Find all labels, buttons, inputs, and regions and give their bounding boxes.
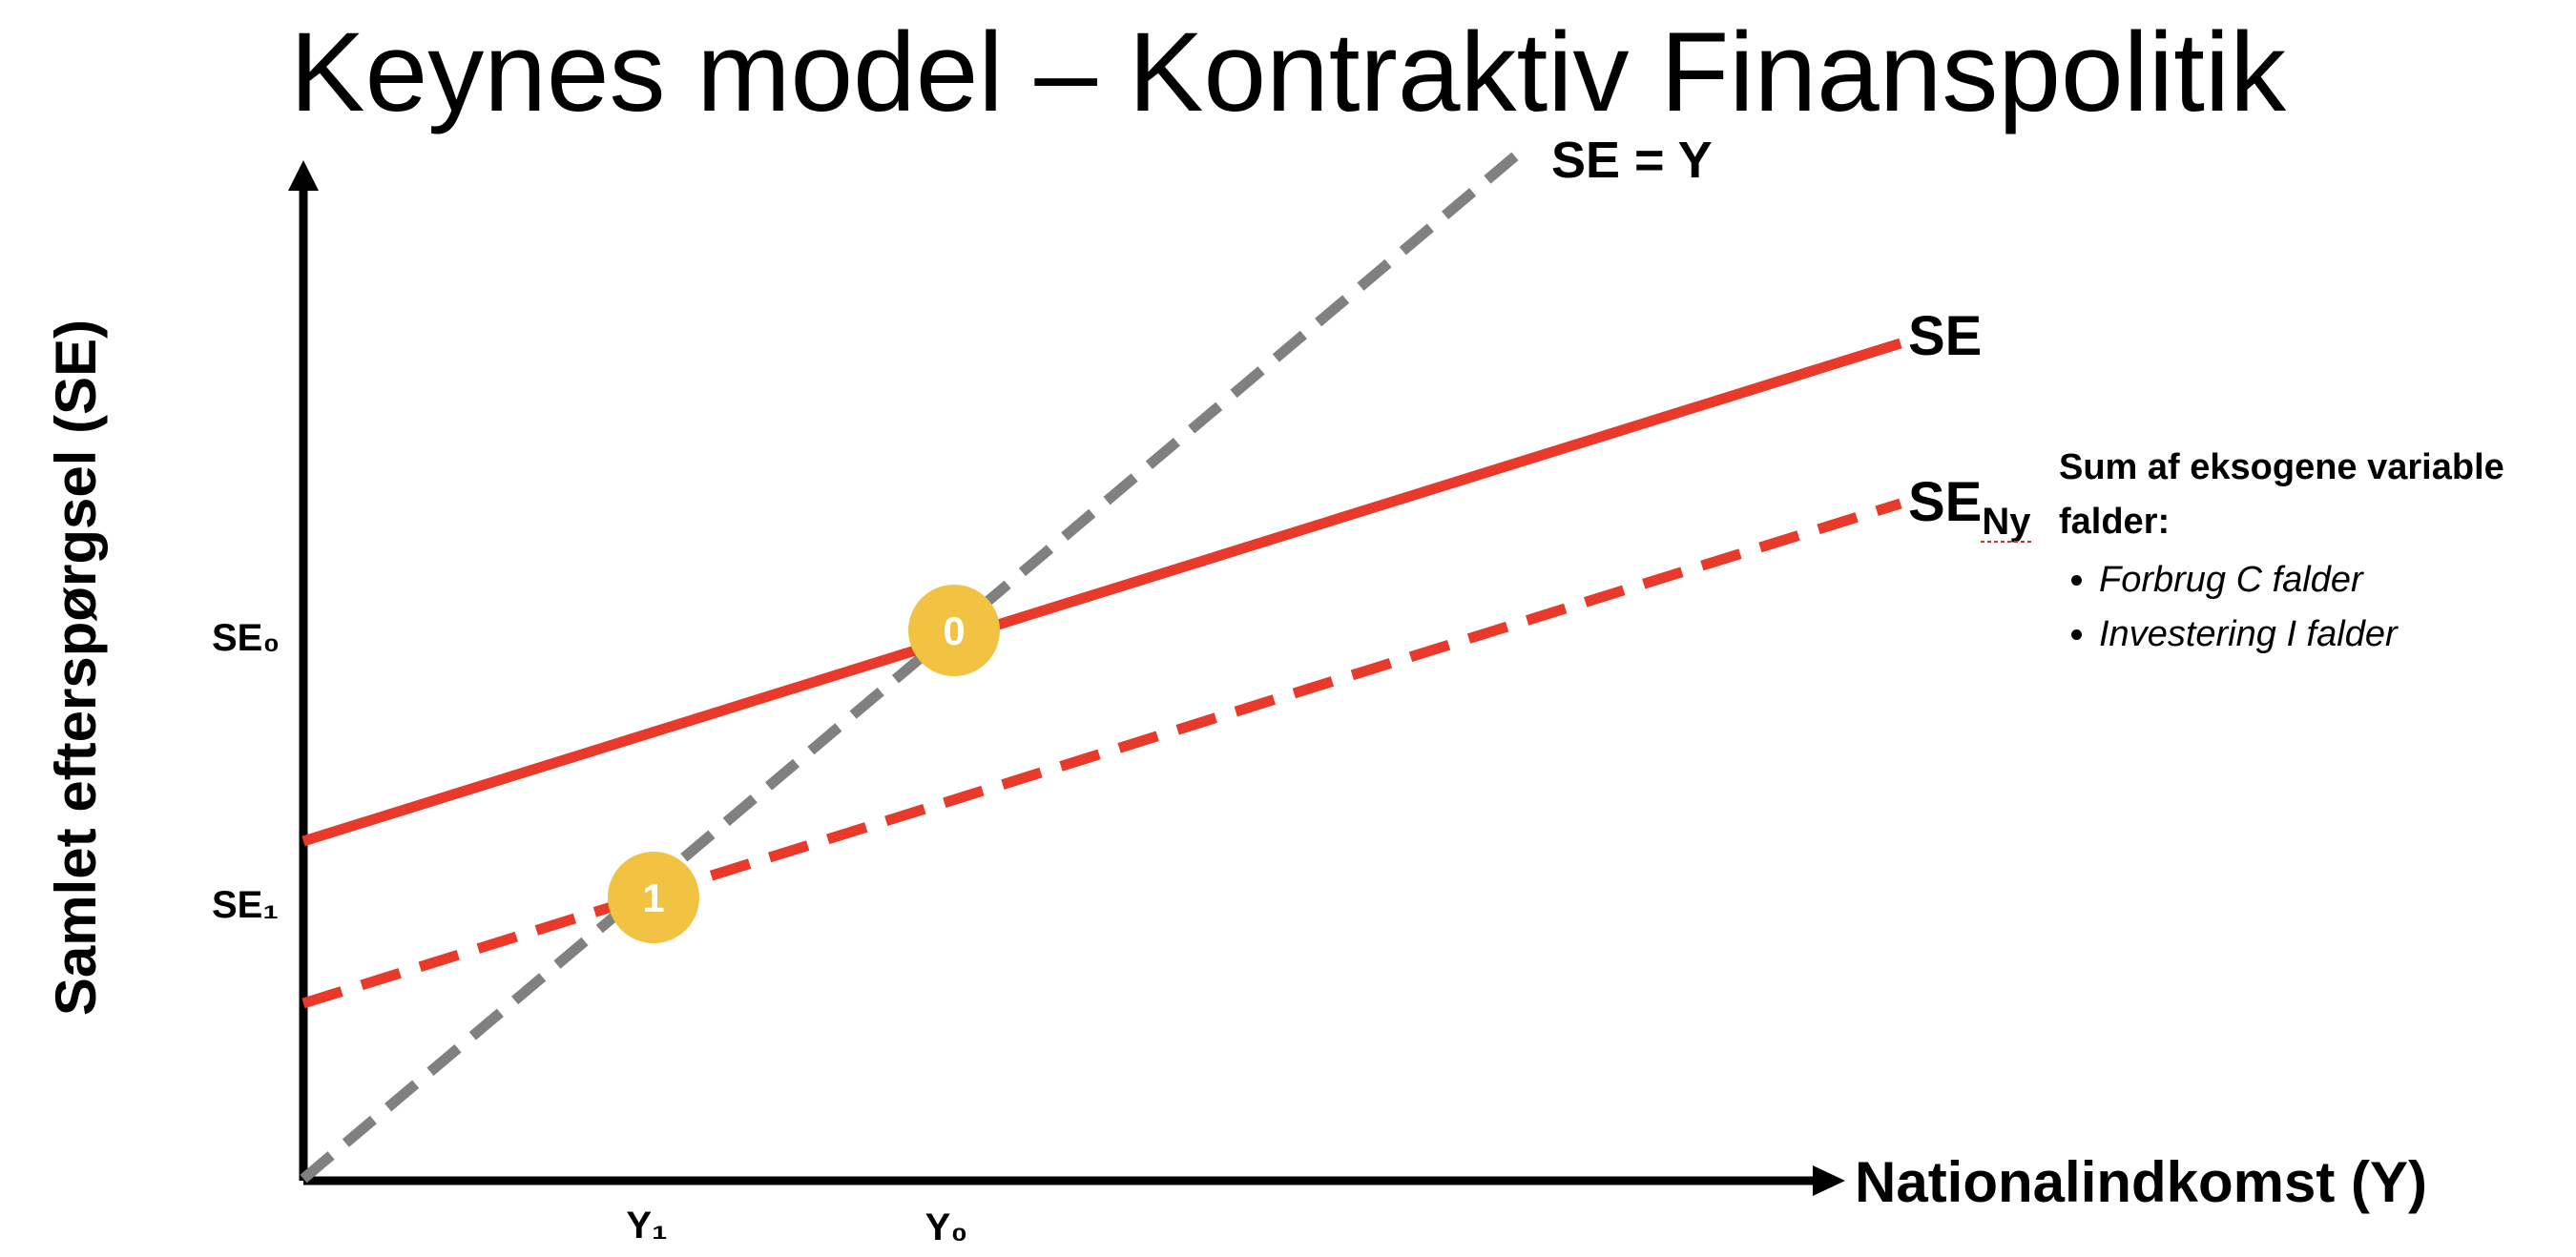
note-list: Forbrug C falder Investering I falder <box>2059 553 2555 662</box>
se-ny-label: SENy <box>1908 471 2031 543</box>
se-ny-label-subscript: Ny <box>1982 501 2031 543</box>
diagonal-label: SE = Y <box>1551 132 1713 189</box>
note-item-investment: Investering I falder <box>2099 608 2555 662</box>
note-heading: Sum af eksogene variable falder: <box>2059 447 2504 542</box>
se-line-label: SE <box>1908 305 1982 367</box>
x-axis-arrowhead <box>1813 1165 1845 1196</box>
x-tick-y0: Y₀ <box>925 1206 968 1248</box>
se-ny-line <box>301 498 1902 1009</box>
page-title: Keynes model – Kontraktiv Finanspolitik <box>289 10 2287 135</box>
y-axis-arrowhead <box>288 160 319 191</box>
diagonal-line <box>300 140 1532 1184</box>
y-tick-se1: SE₁ <box>212 884 279 926</box>
se-ny-label-main: SE <box>1908 471 1982 533</box>
point-0-label: 0 <box>943 608 965 653</box>
y-axis-title: Samlet efterspørgsel (SE) <box>44 319 108 1016</box>
y-tick-se0: SE₀ <box>212 617 280 659</box>
point-1-marker <box>608 852 699 943</box>
note-item-consumption: Forbrug C falder <box>2099 553 2555 608</box>
explanation-note: Sum af eksogene variable falder: Forbrug… <box>2059 441 2555 662</box>
se-line <box>301 338 1902 847</box>
x-tick-y1: Y₁ <box>626 1205 667 1247</box>
point-0-marker <box>908 585 1000 676</box>
point-1-label: 1 <box>642 876 664 920</box>
x-axis-title: Nationalindkomst (Y) <box>1855 1150 2427 1214</box>
